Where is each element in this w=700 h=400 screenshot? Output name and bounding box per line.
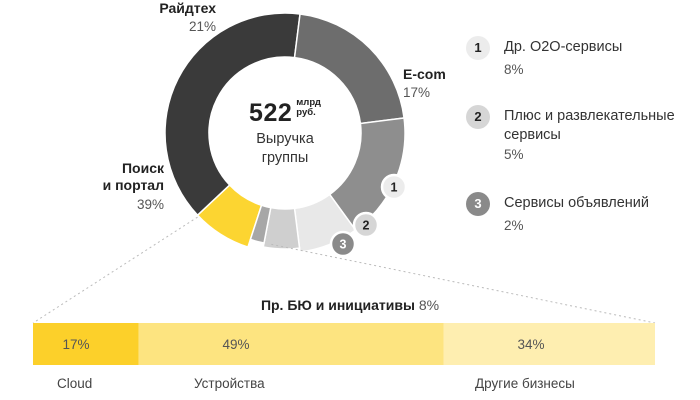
unit-line-1: млрд — [296, 97, 321, 108]
stacked-bar: 17% 49% 34% — [33, 323, 655, 365]
legend-value: 5% — [504, 147, 524, 162]
legend-name: Др. O2O-сервисы — [504, 39, 623, 55]
segment-badge-number: 2 — [363, 219, 370, 233]
segment-badge — [380, 173, 408, 201]
bar-segment-value: 49% — [222, 337, 249, 352]
donut-segment — [164, 12, 301, 217]
bar-segment — [33, 323, 139, 365]
segment-badge — [352, 211, 380, 239]
bar-title-value: 8% — [418, 297, 440, 313]
segment-label: Райдтех — [159, 0, 216, 16]
caption-line-1: Выручка — [256, 131, 314, 147]
segment-value: 21% — [189, 19, 216, 34]
bar-title-text: Пр. БЮ и инициативы — [260, 297, 415, 313]
bar-category-label: Cloud — [57, 376, 93, 391]
segment-badge-number: 3 — [340, 238, 347, 252]
segment-value: 17% — [403, 85, 430, 100]
bar-title: Пр. БЮ и инициативы 8% — [0, 297, 700, 313]
bar-category-label: Устройства — [194, 376, 265, 391]
segment-badge — [329, 230, 357, 258]
zoom-connectors — [32, 216, 656, 324]
legend-value: 2% — [504, 218, 524, 233]
segment-label: и портал — [103, 177, 164, 193]
donut-center: 522 млрд руб. Выручка группы — [220, 98, 350, 168]
bar-category-label: Другие бизнесы — [475, 376, 575, 391]
legend-item: 3 Сервисы объявлений 2% — [466, 192, 696, 242]
legend-value: 8% — [504, 62, 524, 77]
segment-label: E-com — [403, 66, 446, 82]
segment-value: 39% — [137, 197, 164, 212]
bar-segment — [443, 323, 655, 365]
segment-badge-number: 1 — [391, 181, 398, 195]
bar-segment-value: 34% — [517, 337, 544, 352]
legend-name: Плюс и развлекательные сервисы — [504, 107, 699, 145]
connector-line — [271, 243, 656, 324]
caption-line-2: группы — [261, 150, 309, 166]
segment-label: Поиск — [122, 160, 165, 176]
legend-name: Сервисы объявлений — [504, 195, 650, 211]
legend-item: 1 Др. O2O-сервисы 8% — [466, 36, 696, 86]
total-revenue-unit: млрд руб. — [296, 98, 321, 118]
legend-badge: 3 — [466, 192, 490, 216]
total-revenue-value: 522 — [249, 99, 293, 127]
bar-segment-value: 17% — [62, 337, 89, 352]
legend-name-line-1: Плюс и развлекательные — [504, 108, 675, 124]
legend-item: 2 Плюс и развлекательные сервисы 5% — [466, 105, 696, 175]
legend-name-line-2: сервисы — [504, 127, 561, 143]
total-revenue-caption: Выручка группы — [220, 130, 350, 168]
bar-segment — [138, 323, 444, 365]
unit-line-2: руб. — [296, 107, 316, 118]
donut-segment — [249, 204, 272, 244]
legend-badge: 2 — [466, 105, 490, 129]
legend-badge: 1 — [466, 36, 490, 60]
